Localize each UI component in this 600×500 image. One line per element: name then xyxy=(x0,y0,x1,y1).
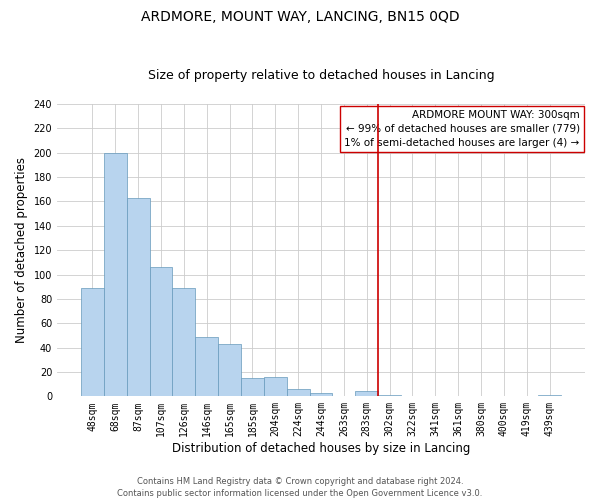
Text: ARDMORE MOUNT WAY: 300sqm
← 99% of detached houses are smaller (779)
1% of semi-: ARDMORE MOUNT WAY: 300sqm ← 99% of detac… xyxy=(344,110,580,148)
Bar xyxy=(172,288,196,397)
Title: Size of property relative to detached houses in Lancing: Size of property relative to detached ho… xyxy=(148,69,494,82)
Bar xyxy=(127,198,149,396)
Bar xyxy=(264,377,287,396)
Y-axis label: Number of detached properties: Number of detached properties xyxy=(15,157,28,343)
Bar xyxy=(355,392,378,396)
Bar xyxy=(149,267,172,396)
Bar xyxy=(104,152,127,396)
Bar xyxy=(218,344,241,397)
Text: Contains HM Land Registry data © Crown copyright and database right 2024.
Contai: Contains HM Land Registry data © Crown c… xyxy=(118,476,482,498)
Bar xyxy=(241,378,264,396)
Bar xyxy=(287,389,310,396)
X-axis label: Distribution of detached houses by size in Lancing: Distribution of detached houses by size … xyxy=(172,442,470,455)
Text: ARDMORE, MOUNT WAY, LANCING, BN15 0QD: ARDMORE, MOUNT WAY, LANCING, BN15 0QD xyxy=(140,10,460,24)
Bar xyxy=(196,336,218,396)
Bar xyxy=(378,395,401,396)
Bar xyxy=(538,395,561,396)
Bar xyxy=(310,392,332,396)
Bar xyxy=(81,288,104,397)
